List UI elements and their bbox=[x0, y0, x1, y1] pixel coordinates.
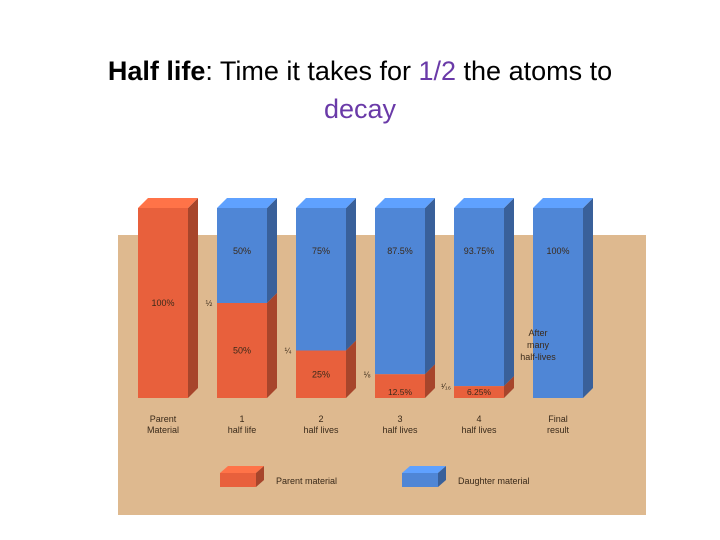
legend-daughter: Daughter material bbox=[402, 466, 530, 487]
daughter-value-label: 93.75% bbox=[464, 246, 495, 256]
parent-segment-side bbox=[346, 340, 356, 398]
half-life-diagram: 100% Parent Material 50% 50% ½ 1 half life 75% 25… bbox=[118, 198, 646, 515]
bar-top-face bbox=[217, 198, 277, 208]
daughter-segment-side bbox=[425, 198, 435, 375]
legend-label: Parent material bbox=[276, 476, 337, 486]
parent-value-label: 50% bbox=[233, 346, 251, 356]
legend-swatch-side bbox=[438, 466, 446, 487]
daughter-segment bbox=[296, 208, 346, 351]
daughter-segment-side bbox=[267, 198, 277, 303]
daughter-segment-side bbox=[346, 198, 356, 351]
title-part2: the atoms to bbox=[456, 56, 613, 86]
daughter-value-label: 100% bbox=[546, 246, 569, 256]
fraction-label: ⅛ bbox=[364, 370, 371, 379]
category-label: Final result bbox=[547, 414, 570, 435]
parent-value-label: 12.5% bbox=[388, 387, 413, 397]
daughter-segment bbox=[454, 208, 504, 387]
parent-segment-side bbox=[267, 293, 277, 398]
bar-1 bbox=[138, 198, 198, 398]
parent-segment bbox=[217, 303, 267, 398]
slide-title: Half life: Time it takes for 1/2 the ato… bbox=[0, 52, 720, 128]
parent-segment-side bbox=[425, 364, 435, 398]
legend-swatch-top bbox=[220, 466, 264, 473]
legend-parent: Parent material bbox=[220, 466, 337, 487]
parent-segment bbox=[454, 386, 504, 398]
fraction-label: ¼ bbox=[285, 347, 292, 356]
parent-segment bbox=[296, 350, 346, 398]
parent-value-label: 6.25% bbox=[467, 387, 492, 397]
parent-segment-side bbox=[504, 376, 514, 398]
category-label: Parent Material bbox=[147, 414, 179, 435]
parent-segment bbox=[138, 208, 188, 398]
category-label: 3 half lives bbox=[382, 414, 418, 435]
bar-top-face bbox=[533, 198, 593, 208]
bar-top-face bbox=[296, 198, 356, 208]
parent-segment bbox=[375, 374, 425, 398]
parent-value-label: 25% bbox=[312, 369, 330, 379]
legend-swatch-side bbox=[256, 466, 264, 487]
bar-4 bbox=[375, 198, 435, 398]
bar-top-face bbox=[454, 198, 514, 208]
legend-swatch-top bbox=[402, 466, 446, 473]
legend-swatch bbox=[402, 473, 438, 487]
daughter-value-label: 50% bbox=[233, 246, 251, 256]
daughter-segment bbox=[533, 208, 583, 398]
title-part1: Time it takes for bbox=[212, 56, 419, 86]
category-label: 2 half lives bbox=[303, 414, 339, 435]
fraction-label: ½ bbox=[206, 299, 213, 308]
bar-top-face bbox=[138, 198, 198, 208]
title-decay: decay bbox=[323, 94, 397, 124]
legend-swatch bbox=[220, 473, 256, 487]
bar-2 bbox=[217, 198, 277, 398]
parent-segment-side bbox=[188, 198, 198, 398]
title-term: Half life bbox=[107, 56, 206, 86]
category-label: 1 half life bbox=[228, 414, 257, 435]
category-label: 4 half lives bbox=[461, 414, 497, 435]
title-fraction: 1/2 bbox=[418, 56, 457, 86]
fraction-label: ¹⁄₁₆ bbox=[441, 382, 451, 391]
title-colon: : bbox=[205, 56, 213, 86]
bar-5 bbox=[454, 198, 514, 398]
bar-top-face bbox=[375, 198, 435, 208]
daughter-segment-side bbox=[504, 198, 514, 387]
daughter-value-label: 87.5% bbox=[387, 246, 413, 256]
daughter-value-label: 75% bbox=[312, 246, 330, 256]
bar-6 bbox=[533, 198, 593, 398]
daughter-segment-side bbox=[583, 198, 593, 398]
daughter-segment bbox=[375, 208, 425, 375]
daughter-segment bbox=[217, 208, 267, 303]
annotation-after-many: After many half-lives bbox=[520, 328, 556, 362]
parent-value-label: 100% bbox=[151, 298, 174, 308]
bar-3 bbox=[296, 198, 356, 398]
legend-label: Daughter material bbox=[458, 476, 530, 486]
